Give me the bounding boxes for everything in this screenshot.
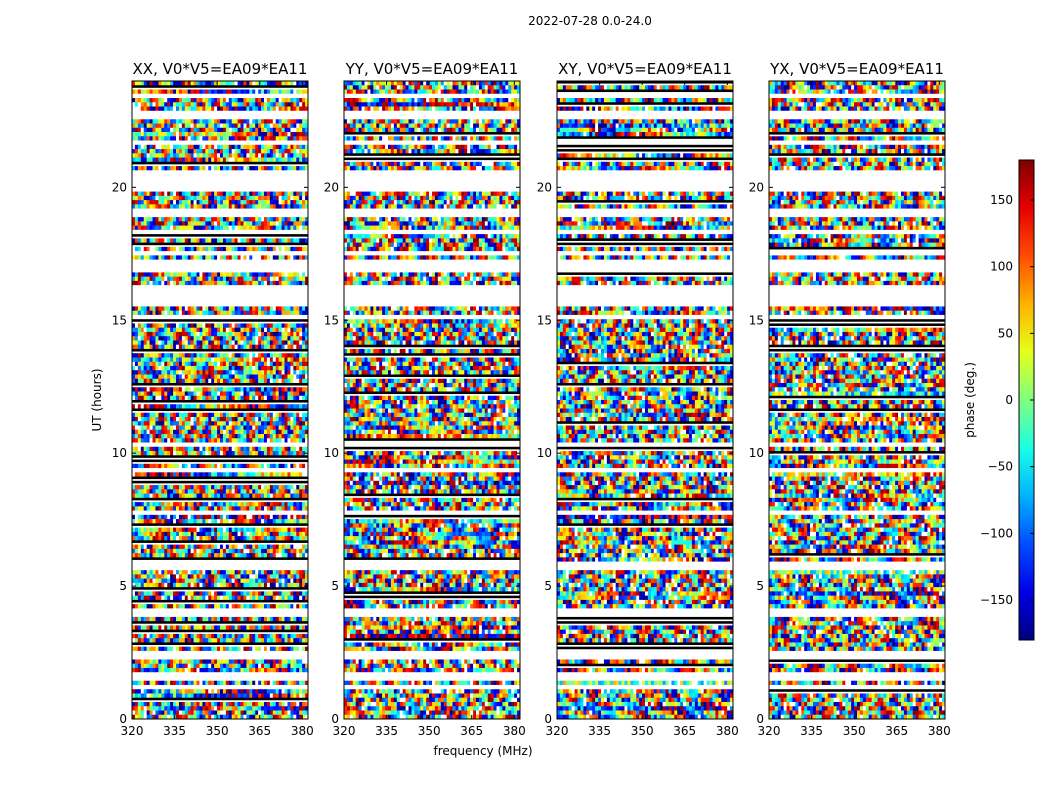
x-tick-label: 350 bbox=[418, 724, 441, 738]
y-tick-label: 5 bbox=[119, 579, 127, 593]
x-tick-label: 320 bbox=[333, 724, 356, 738]
axes-frame-xy bbox=[556, 80, 734, 720]
y-tick-label: 0 bbox=[544, 712, 552, 726]
x-tick-label: 335 bbox=[588, 724, 611, 738]
phase-heatmap-xy bbox=[557, 81, 733, 719]
x-tick-label: 365 bbox=[885, 724, 908, 738]
x-tick-label: 380 bbox=[716, 724, 739, 738]
x-tick-label: 380 bbox=[291, 724, 314, 738]
phase-heatmap-yy bbox=[344, 81, 520, 719]
y-tick-label: 5 bbox=[544, 579, 552, 593]
x-tick-label: 365 bbox=[673, 724, 696, 738]
colorbar-tick-label: −150 bbox=[980, 593, 1013, 607]
x-tick-label: 335 bbox=[163, 724, 186, 738]
axes-frame-yx bbox=[768, 80, 946, 720]
y-tick-label: 20 bbox=[749, 180, 764, 194]
x-tick-label: 380 bbox=[928, 724, 951, 738]
y-tick-label: 0 bbox=[119, 712, 127, 726]
colorbar-tick-label: −100 bbox=[980, 526, 1013, 540]
y-tick-label: 0 bbox=[331, 712, 339, 726]
axes-frame-xx bbox=[131, 80, 309, 720]
y-tick-label: 15 bbox=[749, 313, 764, 327]
y-tick-label: 0 bbox=[756, 712, 764, 726]
x-tick-label: 320 bbox=[121, 724, 144, 738]
x-tick-label: 350 bbox=[631, 724, 654, 738]
x-tick-label: 380 bbox=[503, 724, 526, 738]
x-tick-label: 350 bbox=[206, 724, 229, 738]
y-axis-label: UT (hours) bbox=[90, 368, 104, 431]
x-tick-label: 350 bbox=[843, 724, 866, 738]
phase-heatmap-xx bbox=[132, 81, 308, 719]
y-tick-label: 10 bbox=[112, 446, 127, 460]
axes-frame-yy bbox=[343, 80, 521, 720]
panel-title-yy: YY, V0*V5=EA09*EA11 bbox=[345, 60, 519, 78]
y-tick-label: 10 bbox=[749, 446, 764, 460]
y-tick-label: 15 bbox=[537, 313, 552, 327]
x-tick-label: 365 bbox=[460, 724, 483, 738]
y-tick-label: 20 bbox=[537, 180, 552, 194]
colorbar-tick-label: 100 bbox=[990, 260, 1013, 274]
y-tick-label: 15 bbox=[112, 313, 127, 327]
y-tick-label: 10 bbox=[324, 446, 339, 460]
x-tick-label: 320 bbox=[546, 724, 569, 738]
x-tick-label: 335 bbox=[375, 724, 398, 738]
colorbar-tick-label: 150 bbox=[990, 193, 1013, 207]
y-tick-label: 5 bbox=[331, 579, 339, 593]
y-tick-label: 20 bbox=[324, 180, 339, 194]
x-tick-label: 335 bbox=[800, 724, 823, 738]
panel-title-xx: XX, V0*V5=EA09*EA11 bbox=[133, 60, 308, 78]
y-tick-label: 10 bbox=[537, 446, 552, 460]
figure-suptitle: 2022-07-28 0.0-24.0 bbox=[0, 14, 1050, 28]
x-tick-label: 365 bbox=[248, 724, 271, 738]
y-tick-label: 15 bbox=[324, 313, 339, 327]
colorbar-tick-label: 0 bbox=[1005, 393, 1013, 407]
x-axis-label: frequency (MHz) bbox=[433, 744, 532, 758]
panel-title-xy: XY, V0*V5=EA09*EA11 bbox=[558, 60, 732, 78]
colorbar-tick-label: 50 bbox=[998, 326, 1013, 340]
panel-title-yx: YX, V0*V5=EA09*EA11 bbox=[769, 60, 944, 78]
y-tick-label: 5 bbox=[756, 579, 764, 593]
phase-heatmap-yx bbox=[769, 81, 945, 719]
y-tick-label: 20 bbox=[112, 180, 127, 194]
colorbar-label: phase (deg.) bbox=[963, 362, 977, 438]
x-tick-label: 320 bbox=[758, 724, 781, 738]
colorbar-tick-label: −50 bbox=[988, 460, 1013, 474]
